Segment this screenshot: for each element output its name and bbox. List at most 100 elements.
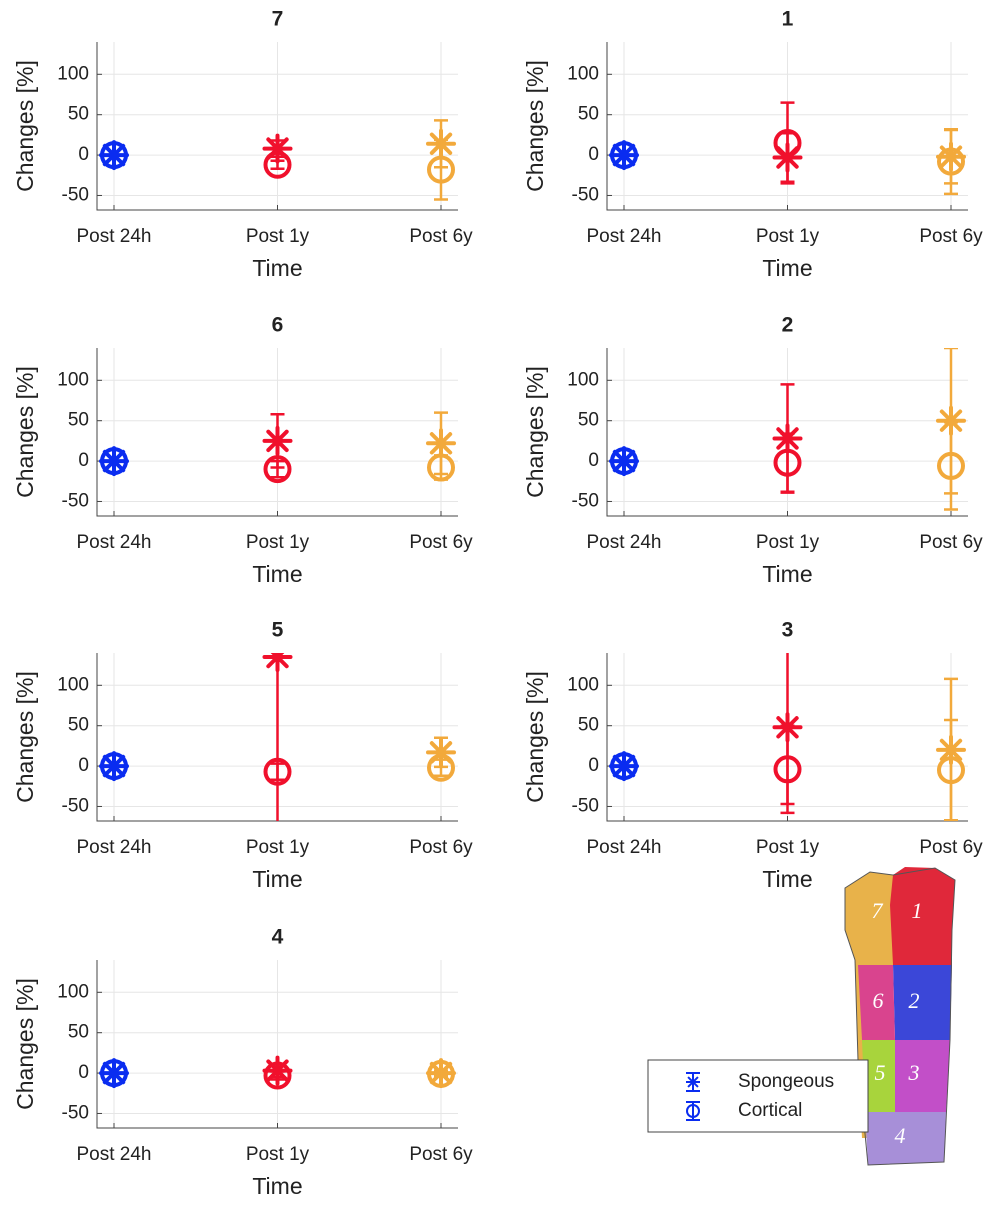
error-bar bbox=[434, 455, 448, 479]
x-axis-label: Time bbox=[252, 866, 302, 892]
chart-title: 7 bbox=[272, 8, 284, 31]
x-tick-label: Post 24h bbox=[77, 837, 152, 858]
x-tick-label: Post 6y bbox=[919, 226, 983, 247]
legend-label: Spongeous bbox=[738, 1071, 834, 1092]
chart-title: 1 bbox=[782, 8, 794, 31]
chart-title: 5 bbox=[272, 619, 284, 642]
y-tick-label: 50 bbox=[68, 1022, 89, 1043]
subplot: -50 0 50 100 Post 24h Post 1y Post 6y 1 Time Chan… bbox=[522, 8, 983, 282]
figure: -50050100Post 24hPost 1yPost 6y4TimeChan… bbox=[0, 0, 993, 1205]
error-bar bbox=[271, 461, 285, 477]
subplot: -50050100Post 24hPost 1yPost 6y2TimeChan… bbox=[522, 314, 983, 588]
bone-region-1 bbox=[890, 867, 955, 965]
bone-label: 7 bbox=[872, 898, 884, 923]
y-tick-label: 0 bbox=[588, 755, 599, 776]
x-axis-label: Time bbox=[762, 255, 812, 281]
chart-title: 4 bbox=[272, 926, 284, 949]
x-axis-label: Time bbox=[762, 561, 812, 587]
y-tick-label: 50 bbox=[68, 104, 89, 125]
asterisk-marker bbox=[428, 430, 454, 456]
y-tick-label: 100 bbox=[57, 674, 89, 695]
bone-region-2 bbox=[893, 965, 952, 1040]
x-tick-label: Post 1y bbox=[756, 532, 820, 553]
plot-area bbox=[611, 651, 964, 821]
y-tick-label: 50 bbox=[578, 104, 599, 125]
asterisk-marker bbox=[265, 428, 291, 454]
subplot: -50 0 50 100 Post 24h Post 1y Post 6y 7 Time Chan… bbox=[12, 8, 473, 282]
x-tick-label: Post 24h bbox=[77, 1144, 152, 1165]
bone-label: 2 bbox=[909, 988, 920, 1013]
legend: Spongeous Cortical bbox=[648, 1060, 868, 1132]
y-tick-label: -50 bbox=[62, 795, 89, 816]
x-tick-label: Post 24h bbox=[587, 532, 662, 553]
bone-label: 1 bbox=[912, 898, 923, 923]
x-tick-label: Post 6y bbox=[409, 532, 473, 553]
chart-title: 2 bbox=[782, 314, 794, 337]
x-tick-label: Post 1y bbox=[246, 226, 310, 247]
y-axis-label: Changes [%] bbox=[12, 978, 38, 1110]
bone-region-4 bbox=[865, 1112, 946, 1165]
error-bar bbox=[781, 726, 795, 813]
y-tick-label: 0 bbox=[588, 144, 599, 165]
y-tick-label: -50 bbox=[62, 1102, 89, 1123]
y-axis-label: Changes [%] bbox=[12, 366, 38, 498]
x-tick-label: Post 24h bbox=[77, 226, 152, 247]
y-tick-label: 100 bbox=[57, 63, 89, 84]
chart-title: 3 bbox=[782, 619, 794, 642]
y-tick-label: 0 bbox=[78, 450, 89, 471]
bone-label: 3 bbox=[908, 1060, 920, 1085]
x-tick-label: Post 24h bbox=[77, 532, 152, 553]
y-tick-label: -50 bbox=[572, 184, 599, 205]
bone-label: 6 bbox=[873, 988, 884, 1013]
y-tick-label: 0 bbox=[588, 450, 599, 471]
y-tick-label: 50 bbox=[68, 410, 89, 431]
x-tick-label: Post 24h bbox=[587, 837, 662, 858]
x-tick-label: Post 6y bbox=[919, 532, 983, 553]
x-tick-label: Post 6y bbox=[409, 837, 473, 858]
chart-title: 6 bbox=[272, 314, 284, 337]
y-tick-label: 100 bbox=[567, 63, 599, 84]
error-bar bbox=[271, 161, 285, 169]
x-tick-label: Post 6y bbox=[919, 837, 983, 858]
x-tick-label: Post 24h bbox=[587, 226, 662, 247]
y-tick-label: -50 bbox=[62, 184, 89, 205]
y-tick-label: 100 bbox=[57, 981, 89, 1002]
x-tick-label: Post 6y bbox=[409, 1144, 473, 1165]
x-axis-label: Time bbox=[762, 866, 812, 892]
asterisk-marker bbox=[265, 644, 291, 670]
plot-area bbox=[101, 413, 454, 482]
bone-label: 5 bbox=[875, 1060, 886, 1085]
y-axis-label: Changes [%] bbox=[522, 60, 548, 192]
x-tick-label: Post 1y bbox=[756, 837, 820, 858]
x-axis-label: Time bbox=[252, 561, 302, 587]
x-tick-label: Post 6y bbox=[409, 226, 473, 247]
y-tick-label: -50 bbox=[62, 490, 89, 511]
bone-label: 4 bbox=[895, 1123, 906, 1148]
plot-area bbox=[611, 103, 964, 194]
y-tick-label: 50 bbox=[578, 715, 599, 736]
y-axis-label: Changes [%] bbox=[522, 366, 548, 498]
error-bar bbox=[944, 422, 958, 509]
y-tick-label: -50 bbox=[572, 795, 599, 816]
y-tick-label: 100 bbox=[57, 369, 89, 390]
x-tick-label: Post 1y bbox=[246, 1144, 310, 1165]
x-tick-label: Post 1y bbox=[246, 837, 310, 858]
y-tick-label: 100 bbox=[567, 674, 599, 695]
subplot: -50 0 50 100 Post 24h Post 1y Post 6y 6 Time Chan… bbox=[12, 314, 473, 588]
y-tick-label: 0 bbox=[78, 755, 89, 776]
y-axis-label: Changes [%] bbox=[12, 60, 38, 192]
error-bar bbox=[944, 720, 958, 820]
y-axis-label: Changes [%] bbox=[12, 671, 38, 803]
x-tick-label: Post 1y bbox=[756, 226, 820, 247]
y-tick-label: 50 bbox=[578, 410, 599, 431]
y-tick-label: 0 bbox=[78, 144, 89, 165]
x-axis-label: Time bbox=[252, 255, 302, 281]
x-tick-label: Post 1y bbox=[246, 532, 310, 553]
y-tick-label: 50 bbox=[68, 715, 89, 736]
y-tick-label: 0 bbox=[78, 1062, 89, 1083]
bone-region-3 bbox=[895, 1040, 950, 1112]
legend-label: Cortical bbox=[738, 1100, 802, 1121]
y-tick-label: 100 bbox=[567, 369, 599, 390]
subplot: -50050100Post 24hPost 1yPost 6y4TimeChan… bbox=[12, 926, 473, 1200]
